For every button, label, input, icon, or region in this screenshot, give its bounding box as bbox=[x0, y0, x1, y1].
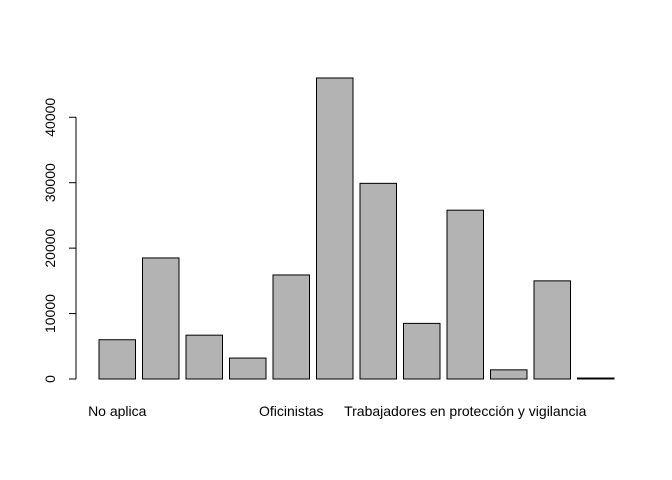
category-label: No aplica bbox=[88, 403, 147, 419]
bar bbox=[98, 339, 136, 380]
bar bbox=[490, 369, 528, 380]
y-tick-label: 20000 bbox=[42, 228, 58, 267]
y-tick-label: 10000 bbox=[42, 294, 58, 333]
bar bbox=[142, 257, 180, 380]
y-tick-label: 30000 bbox=[42, 163, 58, 202]
bar bbox=[316, 77, 354, 380]
bar bbox=[185, 334, 223, 380]
y-axis: 0 10000 20000 30000 40000 bbox=[42, 98, 77, 383]
bar bbox=[229, 357, 267, 380]
y-tick-label: 40000 bbox=[42, 98, 58, 137]
category-label: Trabajadores en protección y vigilancia bbox=[344, 403, 586, 419]
bar bbox=[533, 280, 571, 380]
y-tick-label: 0 bbox=[42, 375, 58, 383]
bar bbox=[359, 182, 397, 380]
category-labels: No aplica Oficinistas Trabajadores en prot… bbox=[88, 403, 587, 419]
bar bbox=[577, 377, 615, 380]
bars bbox=[98, 77, 615, 380]
bar bbox=[272, 274, 310, 380]
category-label: Oficinistas bbox=[259, 403, 324, 419]
bar bbox=[446, 209, 484, 380]
bar bbox=[403, 322, 441, 380]
